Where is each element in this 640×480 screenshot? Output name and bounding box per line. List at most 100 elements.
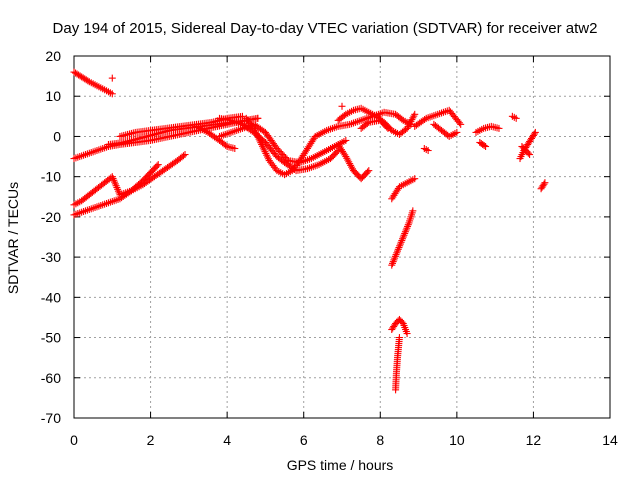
data-point bbox=[402, 226, 410, 234]
data-point bbox=[524, 149, 532, 157]
chart-title: Day 194 of 2015, Sidereal Day-to-day VTE… bbox=[53, 20, 598, 37]
data-point bbox=[399, 235, 407, 243]
data-point bbox=[391, 254, 399, 262]
x-tick-label: 2 bbox=[147, 432, 155, 448]
data-point bbox=[482, 143, 490, 150]
x-tick-label: 4 bbox=[223, 432, 231, 448]
data-point bbox=[421, 115, 429, 123]
data-point bbox=[394, 247, 402, 255]
data-point bbox=[408, 116, 416, 124]
data-point bbox=[397, 238, 405, 246]
data-points bbox=[70, 68, 549, 394]
data-point bbox=[344, 156, 352, 164]
data-point bbox=[401, 229, 409, 237]
data-point bbox=[388, 259, 396, 267]
y-axis-label: SDTVAR / TECUs bbox=[5, 182, 21, 294]
data-point bbox=[346, 160, 354, 168]
data-point bbox=[254, 114, 262, 122]
data-point bbox=[364, 168, 372, 176]
y-tick-label: -20 bbox=[41, 209, 61, 225]
data-point bbox=[347, 161, 355, 169]
data-point bbox=[400, 231, 408, 239]
data-point bbox=[389, 258, 397, 266]
data-point bbox=[365, 167, 373, 175]
y-tick-label: -10 bbox=[41, 169, 61, 185]
data-point bbox=[238, 112, 246, 120]
data-point bbox=[495, 124, 503, 132]
data-point bbox=[383, 123, 391, 131]
x-tick-label: 14 bbox=[602, 432, 618, 448]
data-point bbox=[407, 117, 415, 125]
data-point bbox=[399, 233, 407, 241]
x-tick-label: 6 bbox=[300, 432, 308, 448]
data-point bbox=[108, 90, 116, 98]
data-point bbox=[222, 141, 230, 149]
data-point bbox=[342, 153, 350, 161]
data-point bbox=[231, 145, 239, 153]
data-point bbox=[398, 237, 406, 245]
data-point bbox=[153, 162, 161, 170]
axis-ticks: 0 2 4 6 8 10 12 14 20 10 0 -10 -20 -30 -40 -50 -60 -70 bbox=[41, 48, 618, 448]
x-tick-label: 8 bbox=[376, 432, 384, 448]
data-point bbox=[409, 114, 417, 122]
data-point bbox=[343, 154, 351, 162]
data-point bbox=[526, 151, 534, 159]
x-tick-label: 10 bbox=[449, 432, 465, 448]
data-point bbox=[480, 141, 488, 149]
y-tick-label: 0 bbox=[53, 128, 61, 144]
data-point bbox=[453, 128, 461, 136]
data-point bbox=[404, 222, 412, 230]
data-point bbox=[179, 152, 187, 160]
y-tick-label: -30 bbox=[41, 249, 61, 265]
y-tick-label: -60 bbox=[41, 370, 61, 386]
data-point bbox=[393, 249, 401, 257]
data-point bbox=[388, 261, 396, 269]
data-point bbox=[181, 151, 189, 159]
x-tick-label: 12 bbox=[526, 432, 542, 448]
data-point bbox=[457, 120, 465, 128]
data-point bbox=[390, 256, 398, 264]
data-point bbox=[455, 119, 463, 127]
y-tick-label: 20 bbox=[45, 48, 61, 64]
data-point bbox=[530, 130, 538, 138]
data-point bbox=[394, 245, 402, 253]
data-point bbox=[391, 252, 399, 260]
data-point bbox=[409, 207, 417, 215]
data-point bbox=[395, 334, 403, 342]
data-point bbox=[345, 158, 353, 166]
data-point bbox=[406, 119, 414, 127]
data-point bbox=[540, 180, 548, 188]
data-point bbox=[396, 242, 404, 250]
data-point bbox=[424, 147, 432, 155]
data-point bbox=[403, 224, 411, 232]
data-point bbox=[405, 121, 413, 129]
y-tick-label: -70 bbox=[41, 410, 61, 426]
x-axis-label: GPS time / hours bbox=[287, 457, 394, 473]
data-point bbox=[384, 124, 392, 132]
data-point bbox=[541, 179, 549, 187]
data-point bbox=[154, 161, 162, 169]
plot-frame bbox=[73, 55, 611, 419]
grid bbox=[74, 56, 610, 418]
data-point bbox=[411, 110, 419, 118]
data-point bbox=[404, 123, 412, 131]
data-point bbox=[531, 128, 539, 136]
data-point bbox=[411, 175, 419, 183]
data-point bbox=[348, 163, 356, 171]
data-point bbox=[338, 102, 346, 110]
data-point bbox=[403, 330, 411, 338]
data-point bbox=[401, 228, 409, 236]
data-point bbox=[512, 114, 520, 122]
data-point bbox=[342, 136, 350, 144]
x-tick-label: 0 bbox=[70, 432, 78, 448]
data-point bbox=[108, 74, 116, 82]
data-point bbox=[363, 120, 371, 128]
y-tick-label: 10 bbox=[45, 88, 61, 104]
y-tick-label: -50 bbox=[41, 330, 61, 346]
data-point bbox=[395, 244, 403, 252]
data-point bbox=[396, 240, 404, 248]
data-point bbox=[403, 124, 411, 132]
data-point bbox=[410, 112, 418, 120]
y-tick-label: -40 bbox=[41, 289, 61, 305]
